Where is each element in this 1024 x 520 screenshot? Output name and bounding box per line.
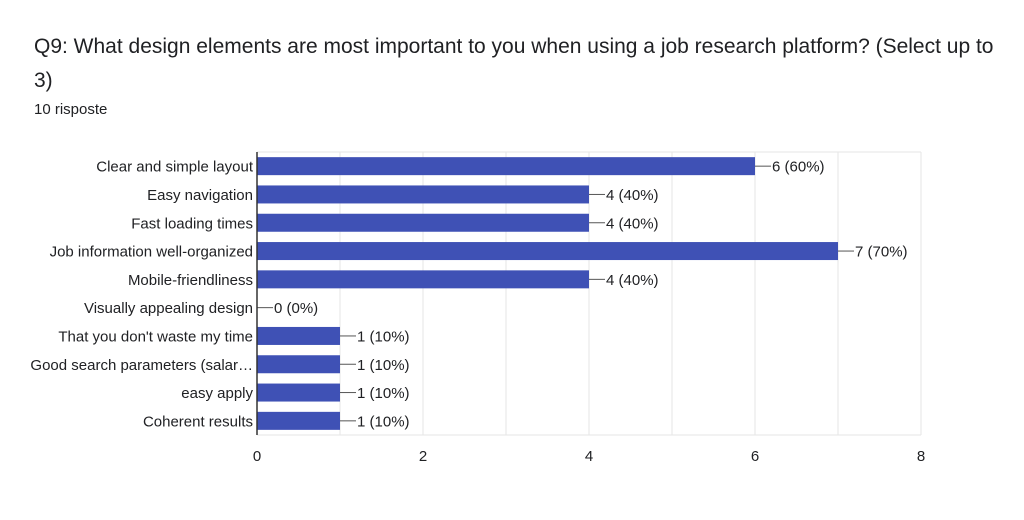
x-tick-label: 4 [585, 448, 593, 465]
data-label: 1 (10%) [357, 413, 410, 430]
data-label: 7 (70%) [855, 244, 908, 261]
category-label: Job information well-organized [50, 244, 253, 261]
bar [257, 185, 589, 204]
x-tick-label: 6 [751, 448, 759, 465]
bar [257, 270, 589, 289]
bar [257, 213, 589, 232]
data-label: 4 (40%) [606, 187, 659, 204]
category-label: Fast loading times [131, 215, 253, 232]
data-label: 4 (40%) [606, 272, 659, 289]
bar [257, 355, 340, 374]
data-label: 1 (10%) [357, 328, 410, 345]
data-labels: 6 (60%) 4 (40%) 4 (40%) 7 (70%) 4 (40%) 0 (0%… [257, 159, 908, 430]
bar [257, 411, 340, 430]
x-tick-label: 8 [917, 448, 925, 465]
data-label: 6 (60%) [772, 159, 825, 176]
category-label: Mobile-friendliness [128, 272, 253, 289]
bar [257, 157, 755, 176]
category-label: Easy navigation [147, 187, 253, 204]
category-label: Clear and simple layout [96, 159, 254, 176]
response-count: 10 risposte [34, 101, 108, 118]
bar [257, 326, 340, 345]
category-label: Good search parameters (salar… [30, 357, 253, 374]
category-label: That you don't waste my time [58, 328, 253, 345]
data-label: 1 (10%) [357, 357, 410, 374]
category-label: easy apply [181, 385, 253, 402]
data-label: 0 (0%) [274, 300, 318, 317]
bar [257, 242, 838, 261]
data-label: 4 (40%) [606, 215, 659, 232]
x-tick-label: 2 [419, 448, 427, 465]
category-label: Coherent results [143, 413, 253, 430]
category-labels: Clear and simple layout Easy navigation Fa… [30, 159, 253, 431]
category-label: Visually appealing design [84, 300, 253, 317]
data-label: 1 (10%) [357, 385, 410, 402]
question-title: Q9: What design elements are most import… [34, 35, 994, 92]
x-tick-label: 0 [253, 448, 261, 465]
bar [257, 383, 340, 402]
bars [257, 157, 838, 430]
x-axis-ticks: 0 2 4 6 8 [253, 448, 925, 465]
